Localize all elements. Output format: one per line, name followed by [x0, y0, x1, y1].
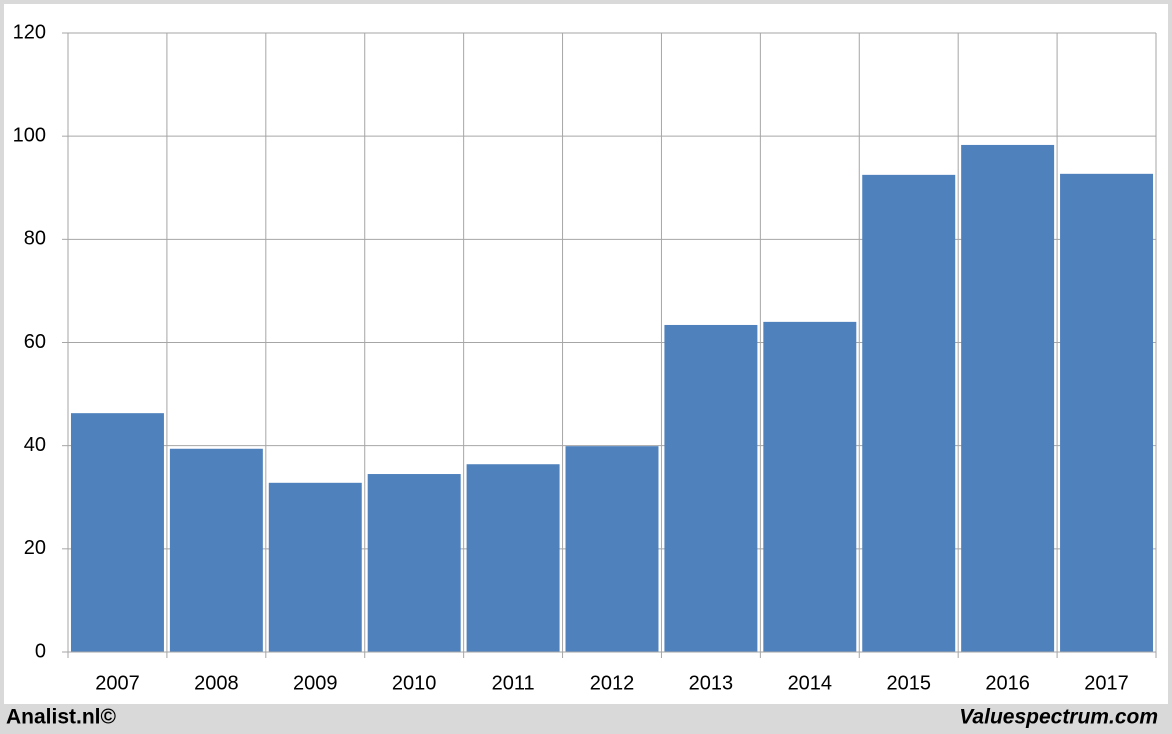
y-tick-label: 40: [24, 434, 46, 456]
x-tick-label: 2017: [1084, 672, 1129, 694]
y-tick-label: 80: [24, 228, 46, 250]
bar: [466, 464, 560, 652]
y-tick-label: 100: [13, 124, 46, 146]
x-tick-label: 2012: [590, 672, 635, 694]
bar: [70, 413, 164, 652]
bar: [367, 474, 461, 652]
x-tick-label: 2007: [95, 672, 140, 694]
bar: [1060, 173, 1154, 652]
bar: [268, 482, 362, 652]
bar: [862, 174, 956, 652]
footer-right: Valuespectrum.com: [959, 706, 1158, 729]
x-tick-label: 2009: [293, 672, 338, 694]
y-tick-label: 0: [35, 640, 46, 662]
bar: [664, 324, 758, 652]
bar: [763, 321, 857, 652]
x-tick-label: 2016: [985, 672, 1030, 694]
bar: [961, 144, 1055, 652]
x-tick-label: 2011: [492, 672, 535, 694]
x-tick-label: 2010: [392, 672, 437, 694]
bar: [565, 446, 659, 652]
x-tick-label: 2015: [886, 672, 931, 694]
x-tick-label: 2014: [788, 672, 833, 694]
y-tick-label: 60: [24, 331, 46, 353]
y-tick-label: 120: [13, 21, 46, 43]
x-tick-label: 2013: [689, 672, 734, 694]
bar: [169, 448, 263, 652]
x-tick-label: 2008: [194, 672, 239, 694]
footer-left: Analist.nl©: [6, 706, 117, 729]
y-tick-label: 20: [24, 537, 46, 559]
